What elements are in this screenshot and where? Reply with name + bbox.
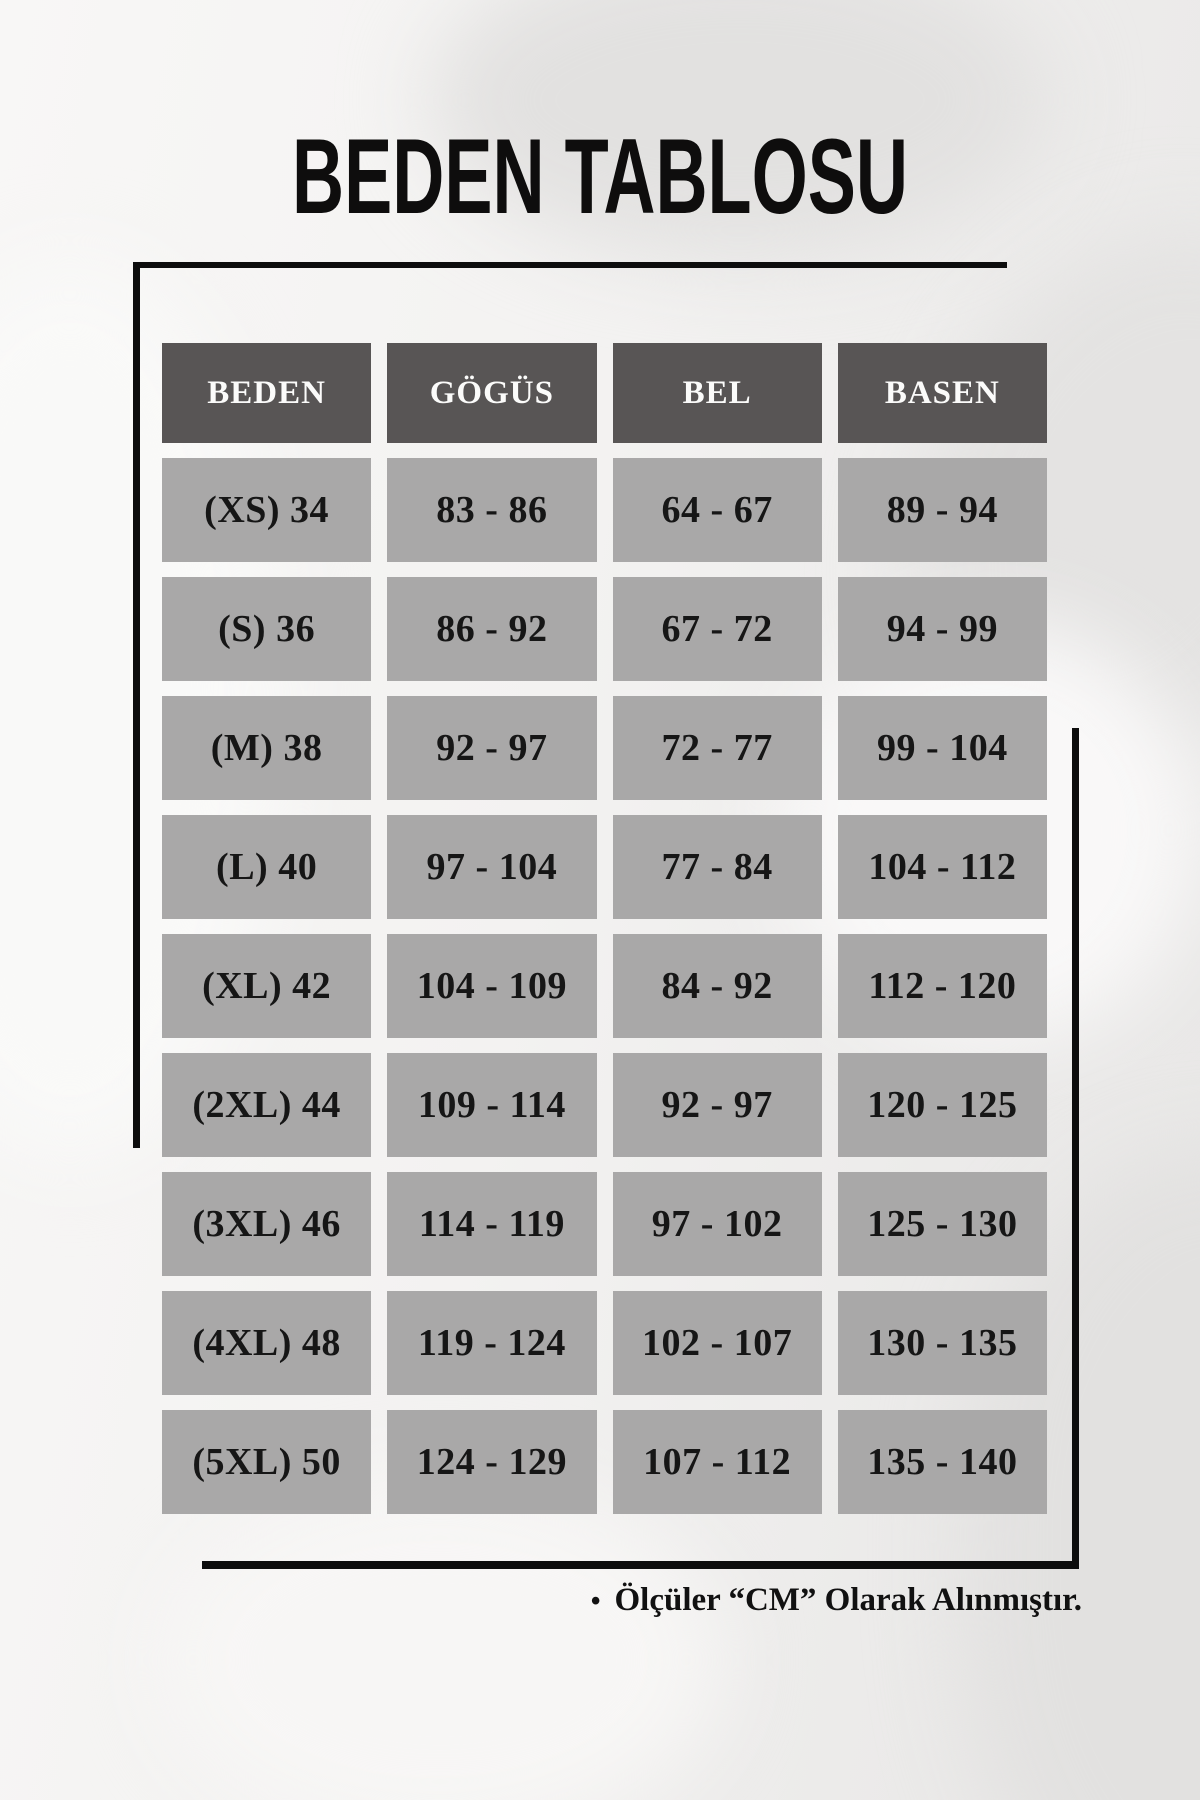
page-title: BEDEN TABLOSU	[291, 118, 909, 237]
measurement-cell: 64 - 67	[612, 458, 822, 562]
measurement-cell: 102 - 107	[612, 1291, 822, 1395]
size-cell: (3XL) 46	[162, 1172, 372, 1276]
measurement-cell: 124 - 129	[387, 1410, 597, 1514]
measurement-cell: 99 - 104	[837, 696, 1047, 800]
measurement-cell: 92 - 97	[612, 1053, 822, 1157]
measurement-cell: 89 - 94	[837, 458, 1047, 562]
measurement-cell: 125 - 130	[837, 1172, 1047, 1276]
size-cell: (2XL) 44	[162, 1053, 372, 1157]
bullet-icon: •	[590, 1586, 601, 1617]
measurement-cell: 86 - 92	[387, 577, 597, 681]
size-cell: (L) 40	[162, 815, 372, 919]
measurement-unit-note: • Ölçüler “CM” Olarak Alınmıştır.	[591, 1582, 1082, 1619]
measurement-cell: 67 - 72	[612, 577, 822, 681]
measurement-cell: 119 - 124	[387, 1291, 597, 1395]
measurement-cell: 97 - 104	[387, 815, 597, 919]
measurement-cell: 109 - 114	[387, 1053, 597, 1157]
measurement-cell: 92 - 97	[387, 696, 597, 800]
size-table: BEDEN GÖGÜS BEL BASEN (XS) 34 83 - 86 64 - 67 8…	[162, 343, 1047, 1514]
measurement-cell: 83 - 86	[387, 458, 597, 562]
size-cell: (4XL) 48	[162, 1291, 372, 1395]
header-cell-0: BEDEN	[162, 343, 372, 443]
measurement-cell: 94 - 99	[837, 577, 1047, 681]
measurement-cell: 97 - 102	[612, 1172, 822, 1276]
decorative-corner-line-top-left	[133, 262, 1007, 1148]
measurement-cell: 84 - 92	[612, 934, 822, 1038]
size-cell: (XS) 34	[162, 458, 372, 562]
measurement-cell: 114 - 119	[387, 1172, 597, 1276]
measurement-cell: 72 - 77	[612, 696, 822, 800]
measurement-cell: 130 - 135	[837, 1291, 1047, 1395]
size-cell: (M) 38	[162, 696, 372, 800]
measurement-cell: 135 - 140	[837, 1410, 1047, 1514]
size-cell: (XL) 42	[162, 934, 372, 1038]
measurement-cell: 104 - 109	[387, 934, 597, 1038]
measurement-cell: 77 - 84	[612, 815, 822, 919]
size-cell: (5XL) 50	[162, 1410, 372, 1514]
decorative-corner-line-bottom-right	[202, 728, 1079, 1569]
measurement-cell: 120 - 125	[837, 1053, 1047, 1157]
header-cell-1: GÖGÜS	[387, 343, 597, 443]
header-cell-3: BASEN	[837, 343, 1047, 443]
measurement-cell: 104 - 112	[837, 815, 1047, 919]
measurement-cell: 112 - 120	[837, 934, 1047, 1038]
size-cell: (S) 36	[162, 577, 372, 681]
measurement-unit-note-text: Ölçüler “CM” Olarak Alınmıştır.	[614, 1582, 1083, 1618]
header-cell-2: BEL	[612, 343, 822, 443]
measurement-cell: 107 - 112	[612, 1410, 822, 1514]
